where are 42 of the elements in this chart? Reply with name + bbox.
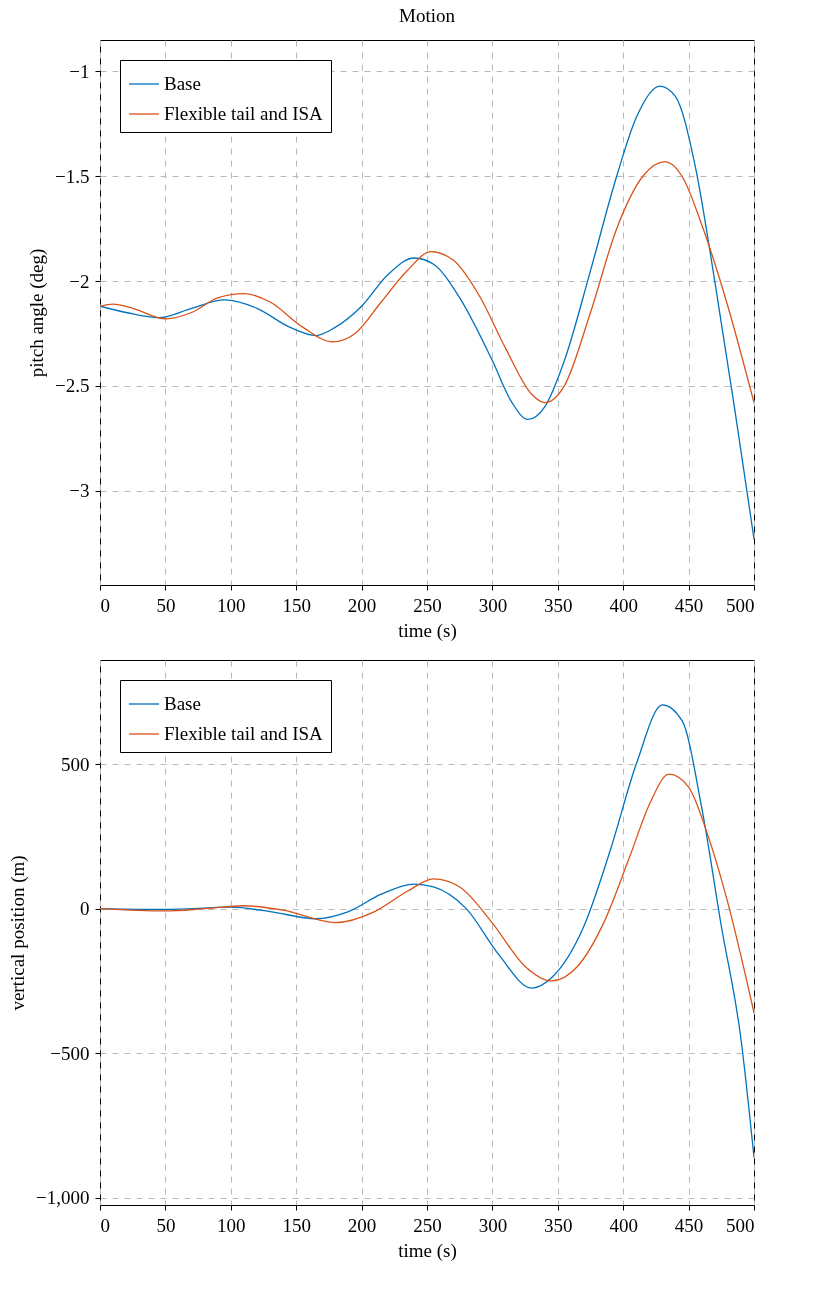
x-tick-label: 350: [544, 594, 573, 616]
y-tick-label: 0: [80, 898, 90, 920]
x-tick-label: 100: [217, 1214, 246, 1236]
legend-label: Flexible tail and ISA: [164, 723, 324, 744]
x-tick-label: 250: [413, 1214, 442, 1236]
y-tick-label: −1: [69, 60, 90, 82]
y-tick-label: −2: [69, 270, 90, 292]
x-tick-label: 0: [100, 594, 110, 616]
x-tick-label: 500: [726, 1214, 755, 1236]
x-tick-label: 350: [544, 1214, 573, 1236]
legend-label: Base: [164, 73, 201, 94]
line-series: [100, 773, 754, 1014]
x-tick-label: 300: [478, 594, 508, 616]
x-axis-title: time (s): [398, 1239, 457, 1262]
x-tick-label: 250: [413, 594, 442, 616]
line-series: [100, 160, 754, 404]
x-tick-label: 150: [282, 1214, 311, 1236]
x-tick-label: 300: [478, 1214, 508, 1236]
chart-title: Motion: [399, 5, 456, 26]
y-tick-label: −3: [69, 480, 90, 502]
x-tick-label: 400: [609, 594, 638, 616]
x-tick-label: 400: [609, 1214, 638, 1236]
legend-label: Flexible tail and ISA: [164, 103, 324, 124]
x-tick-label: 200: [347, 594, 377, 616]
y-tick-label: −1,000: [36, 1187, 90, 1209]
x-tick-label: 150: [282, 594, 311, 616]
x-tick-label: 0: [100, 1214, 110, 1236]
y-tick-label: −2.5: [55, 375, 90, 397]
x-axis-title: time (s): [398, 619, 457, 642]
x-tick-label: 500: [726, 594, 755, 616]
x-tick-label: 50: [156, 594, 176, 616]
x-tick-label: 100: [217, 594, 246, 616]
y-axis-title: pitch angle (deg): [26, 248, 49, 378]
x-tick-label: 450: [674, 1214, 704, 1236]
legend-label: Base: [164, 693, 201, 714]
x-tick-label: 50: [156, 1214, 176, 1236]
x-tick-label: 450: [674, 594, 704, 616]
y-tick-label: 500: [61, 753, 90, 775]
x-tick-label: 200: [347, 1214, 377, 1236]
y-tick-label: −500: [50, 1042, 90, 1064]
y-axis-title: vertical position (m): [7, 855, 30, 1011]
y-tick-label: −1.5: [55, 165, 90, 187]
